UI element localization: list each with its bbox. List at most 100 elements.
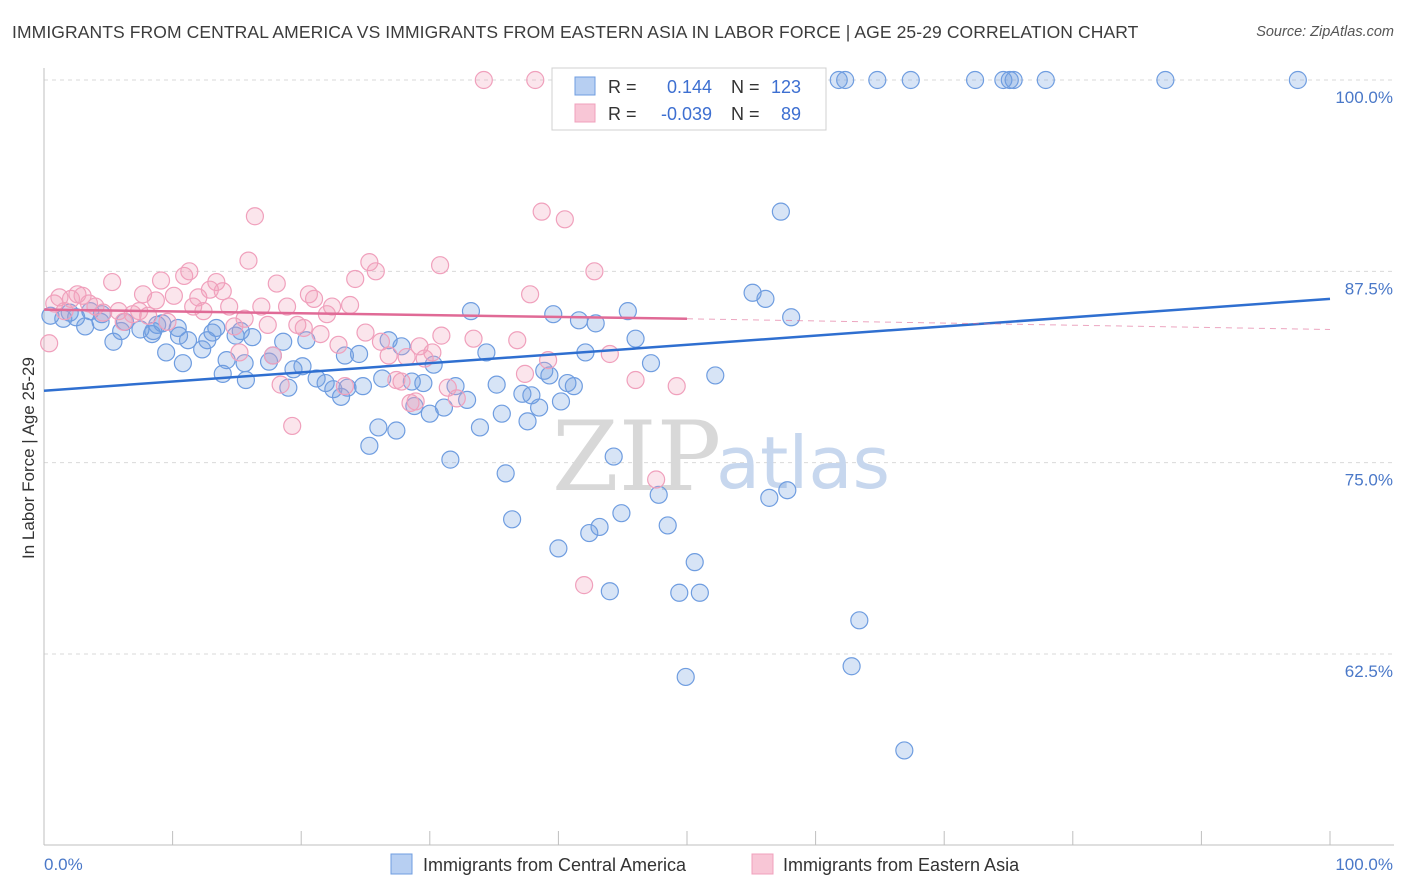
point-central-america-85	[600, 582, 619, 601]
point-eastern-asia-84	[667, 377, 686, 396]
point-eastern-asia-37	[263, 346, 283, 365]
point-eastern-asia-36	[258, 315, 277, 335]
point-central-america-69	[513, 384, 532, 403]
point-central-america-91	[649, 485, 668, 504]
x-tick-labels: 0.0% 100.0%	[44, 855, 1393, 874]
stats-box-frame	[551, 67, 827, 131]
watermark-atlas: atlas	[716, 421, 890, 505]
point-eastern-asia-56	[371, 332, 391, 351]
point-central-america-4	[76, 317, 95, 336]
correlation-stats-box: R = 0.144 N = 123 R = -0.039 N = 89	[551, 67, 827, 131]
point-eastern-asia-53	[356, 323, 375, 342]
point-central-america-77	[551, 392, 571, 411]
point-eastern-asia-34	[245, 207, 265, 226]
point-central-america-42	[331, 387, 351, 406]
trend-line-eastern-asia-extension	[686, 318, 1331, 330]
point-eastern-asia-62	[406, 392, 425, 411]
point-central-america-39	[307, 369, 326, 388]
point-eastern-asia-66	[430, 256, 450, 275]
y-tick-label-3: 100.0%	[1335, 88, 1393, 107]
point-central-america-104	[782, 308, 801, 327]
chart-title: IMMIGRANTS FROM CENTRAL AMERICA VS IMMIG…	[12, 22, 1139, 42]
point-central-america-92	[658, 516, 677, 535]
point-central-america-83	[586, 314, 605, 333]
point-central-america-90	[641, 354, 661, 373]
point-eastern-asia-45	[304, 289, 324, 308]
point-central-america-117	[1156, 70, 1175, 90]
point-central-america-53	[402, 372, 421, 391]
point-eastern-asia-9	[94, 303, 113, 322]
point-eastern-asia-67	[432, 326, 451, 345]
point-central-america-66	[492, 404, 511, 423]
point-central-america-97	[706, 366, 725, 385]
point-central-america-105	[829, 70, 848, 90]
point-central-america-37	[293, 357, 312, 376]
y-tick-label-0: 62.5%	[1345, 662, 1393, 681]
point-central-america-101	[760, 488, 779, 507]
point-central-america-93	[670, 583, 689, 602]
point-central-america-68	[503, 510, 522, 529]
point-eastern-asia-38	[267, 274, 286, 293]
point-central-america-34	[274, 332, 293, 351]
point-central-america-94	[676, 667, 695, 687]
stats-n-value-1: 123	[771, 77, 801, 97]
point-eastern-asia-0	[40, 334, 59, 353]
point-eastern-asia-28	[213, 282, 232, 301]
point-central-america-118	[1288, 70, 1307, 90]
point-central-america-96	[690, 583, 709, 602]
point-eastern-asia-17	[146, 291, 165, 310]
stats-r-value-2: -0.039	[661, 104, 712, 124]
point-central-america-106	[836, 70, 855, 90]
point-central-america-102	[771, 202, 790, 221]
point-central-america-74	[540, 366, 559, 385]
point-central-america-63	[470, 418, 490, 437]
point-central-america-48	[369, 418, 388, 437]
point-eastern-asia-82	[626, 370, 645, 390]
point-eastern-asia-46	[311, 324, 330, 344]
point-eastern-asia-49	[329, 335, 348, 354]
point-central-america-17	[168, 318, 187, 338]
point-eastern-asia-32	[235, 309, 254, 328]
point-central-america-43	[335, 346, 355, 365]
point-central-america-45	[349, 344, 369, 364]
point-central-america-55	[414, 373, 433, 393]
point-central-america-46	[353, 377, 373, 396]
point-central-america-19	[173, 354, 192, 373]
point-eastern-asia-19	[158, 312, 177, 331]
stats-n-label-2: N =	[731, 104, 760, 124]
point-central-america-111	[901, 70, 920, 90]
stats-swatch-blue	[574, 76, 596, 96]
point-central-america-82	[580, 523, 599, 543]
point-eastern-asia-69	[447, 389, 466, 408]
point-central-america-86	[604, 447, 623, 466]
point-central-america-62	[461, 302, 481, 321]
x-tick-label-1: 100.0%	[1335, 855, 1393, 874]
point-central-america-64	[477, 343, 496, 362]
point-eastern-asia-79	[575, 576, 594, 595]
point-central-america-47	[360, 436, 379, 455]
point-eastern-asia-70	[464, 329, 483, 348]
point-eastern-asia-18	[151, 271, 171, 290]
stats-n-value-2: 89	[781, 104, 801, 124]
point-central-america-95	[685, 553, 704, 572]
point-eastern-asia-59	[392, 372, 411, 391]
point-central-america-51	[387, 421, 406, 440]
point-central-america-103	[778, 481, 797, 500]
legend-label-eastern-asia: Immigrants from Eastern Asia	[783, 855, 1020, 875]
point-central-america-115	[1004, 70, 1023, 90]
point-eastern-asia-20	[164, 286, 183, 305]
y-tick-label-2: 87.5%	[1345, 279, 1393, 298]
point-eastern-asia-35	[252, 297, 271, 316]
point-eastern-asia-81	[600, 344, 619, 364]
point-central-america-59	[441, 450, 460, 469]
point-eastern-asia-72	[508, 331, 527, 350]
point-eastern-asia-41	[283, 416, 302, 436]
point-eastern-asia-10	[103, 272, 122, 292]
point-eastern-asia-48	[322, 297, 342, 316]
point-central-america-108	[850, 611, 869, 630]
stats-n-label-1: N =	[731, 77, 760, 97]
legend-swatch-eastern-asia	[751, 853, 774, 875]
point-eastern-asia-43	[294, 318, 313, 338]
point-central-america-84	[590, 517, 609, 537]
point-eastern-asia-76	[532, 202, 551, 221]
